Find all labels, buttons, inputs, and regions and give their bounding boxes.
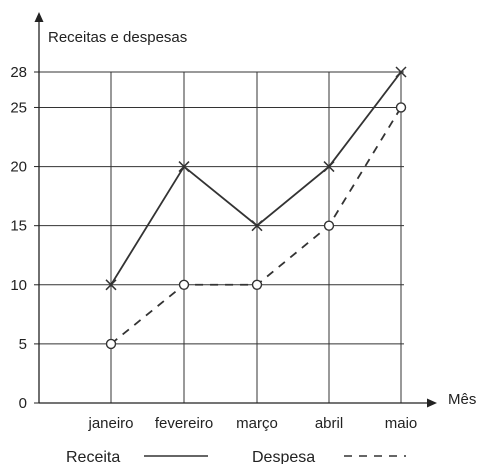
point-receita (251, 220, 263, 232)
legend-label-despesa: Despesa (252, 449, 315, 464)
y-tick-label: 15 (10, 218, 27, 235)
x-tick-label: abril (315, 415, 343, 432)
y-tick-label: 20 (10, 159, 27, 176)
point-despesa (251, 279, 263, 290)
x-axis-title: Mês (448, 391, 476, 408)
point-receita (323, 161, 335, 173)
point-despesa (105, 338, 117, 350)
x-tick-label: fevereiro (155, 415, 213, 432)
series (105, 66, 407, 350)
point-despesa (178, 279, 190, 290)
axes (34, 12, 437, 408)
legend: Receita Despesa (66, 449, 406, 464)
legend-label-receita: Receita (66, 449, 120, 464)
point-despesa (323, 220, 335, 231)
point-despesa (395, 102, 407, 113)
point-receita (178, 161, 190, 173)
y-tick-label: 5 (19, 336, 27, 353)
point-mark-receita (105, 279, 117, 291)
labels: Receitas e despesas Mês 0 5 10 15 20 25 28 jane… (10, 29, 476, 432)
y-tick-label: 28 (10, 64, 27, 81)
y-axis-title: Receitas e despesas (48, 29, 187, 46)
y-axis-arrow (34, 12, 44, 22)
x-tick-label: maio (385, 415, 418, 432)
y-tick-label: 10 (10, 277, 27, 294)
x-tick-label: janeiro (87, 415, 133, 432)
point-receita (105, 279, 117, 291)
grid (39, 71, 404, 403)
point-mark-receita (251, 220, 263, 232)
x-axis-arrow (427, 398, 437, 408)
x-tick-label: março (236, 415, 278, 432)
point-mark-receita (395, 66, 407, 78)
point-mark-receita (178, 161, 190, 173)
y-tick-label: 0 (19, 395, 27, 412)
point-mark-receita (323, 161, 335, 173)
y-tick-label: 25 (10, 99, 27, 116)
point-receita (395, 66, 407, 78)
